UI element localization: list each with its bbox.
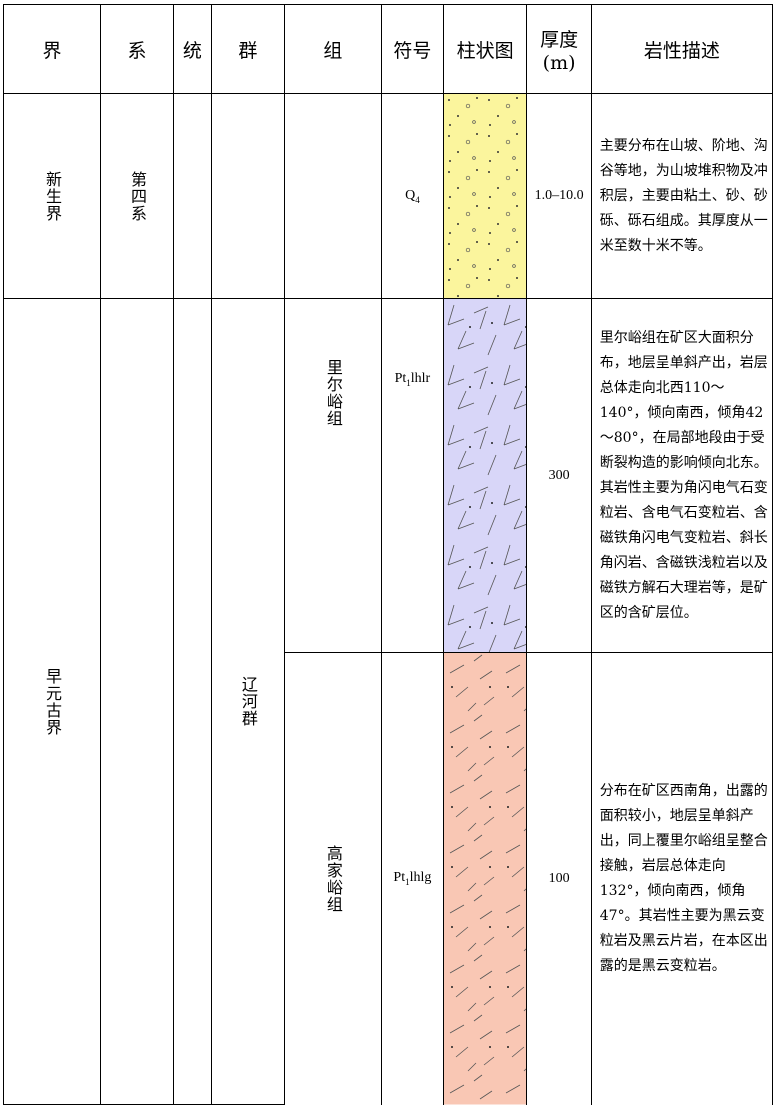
series-cell: [173, 298, 212, 1105]
symbol-sub: 1: [406, 377, 411, 388]
system-cell: [100, 298, 174, 1105]
header-cell: 群: [210, 4, 285, 94]
symbol: Pt: [394, 371, 407, 386]
group-cell: 辽河群: [210, 298, 285, 1105]
formation-cell: 里尔峪组: [283, 298, 382, 653]
description: 分布在矿区西南角，出露的面积较小，地层呈单斜产出，同上覆里尔峪组呈整合接触，岩层…: [590, 652, 773, 1105]
row: 早元古界 辽河群 里尔峪组 Pt1lhlr 300 里尔峪组在矿区大面积分布，地…: [3, 298, 773, 1105]
row: 高家峪组 Pt1lhlg 100 分布在矿区西南角，出露的面积较小，地层呈单斜产…: [4, 652, 773, 1105]
column-cell: [442, 652, 528, 1105]
formation: 里尔峪组: [323, 359, 343, 427]
description: 里尔峪组在矿区大面积分布，地层呈单斜产出，岩层总体走向北西110～140°，倾向…: [590, 298, 773, 653]
strata-table: 界系统群组符号 柱状图 厚度 (m) 岩性描述 新生界 第四系 Q4 1.0–10.0 …: [3, 4, 773, 1105]
formation: 高家峪组: [323, 844, 343, 913]
era-cell: 新生界: [3, 93, 101, 299]
column-cell: [442, 93, 528, 299]
header-line: (m): [542, 51, 576, 74]
lithology-fill: [443, 653, 527, 1105]
era: 早元古界: [43, 667, 62, 736]
header-cell: 厚度 (m): [526, 4, 592, 94]
header-cell: 柱状图: [442, 4, 528, 94]
thickness: 1.0–10.0: [526, 93, 592, 299]
symbol-sub: 4: [415, 194, 420, 205]
thickness: 300: [526, 298, 592, 653]
symbol-cell: Q4: [380, 93, 444, 299]
group: 辽河群: [238, 676, 258, 727]
lithology-fill: [443, 299, 527, 652]
page: 界系统群组符号 柱状图 厚度 (m) 岩性描述 新生界 第四系 Q4 1.0–10.0 …: [0, 4, 773, 1108]
description: 主要分布在山坡、阶地、沟谷等地，为山坡堆积物及冲积层，主要由粘土、砂、砂砾、砾石…: [590, 93, 773, 299]
header-line: 厚度: [540, 28, 579, 51]
formation-cell: [283, 93, 382, 299]
header-cell: 符号: [380, 4, 444, 94]
header-cell: 统: [173, 4, 212, 94]
header-cell: 界: [3, 4, 101, 94]
symbol-rest: lhlg: [409, 870, 432, 886]
thickness: 100: [526, 652, 592, 1105]
symbol-sub: 1: [405, 877, 410, 888]
symbol-rest: lhlr: [410, 371, 431, 386]
era-cell: 早元古界: [3, 298, 101, 1105]
row: 新生界 第四系 Q4 1.0–10.0 主要分布在山坡、阶地、沟谷等地，为山坡堆…: [3, 93, 773, 299]
formation-cell: 高家峪组: [283, 652, 382, 1105]
column-cell: [442, 298, 528, 653]
lithology-fill: [443, 94, 527, 298]
header-row: 界系统群组符号 柱状图 厚度 (m) 岩性描述: [3, 4, 773, 94]
header-cell: 组: [283, 4, 382, 94]
symbol: Pt: [393, 870, 406, 886]
group-cell: [210, 93, 285, 299]
header-cell: 岩性描述: [590, 4, 773, 94]
system-cell: 第四系: [100, 93, 174, 299]
symbol-cell: Pt1lhlg: [380, 652, 444, 1105]
symbol: Q: [405, 187, 416, 203]
symbol-cell: Pt1lhlr: [380, 298, 444, 653]
header-cell: 系: [100, 4, 174, 94]
system: 第四系: [128, 170, 147, 222]
era: 新生界: [43, 170, 62, 222]
series-cell: [173, 93, 212, 299]
